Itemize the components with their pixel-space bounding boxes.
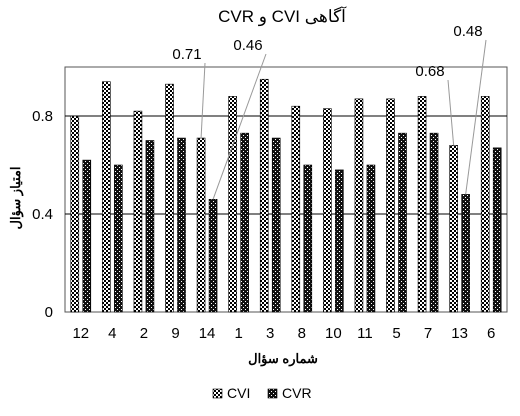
bar-cvr-q3 xyxy=(271,137,281,313)
x-tick-label: 8 xyxy=(298,325,306,342)
legend: CVI CVR xyxy=(212,385,312,401)
annotation-leader-line xyxy=(212,53,267,200)
annotation-label: 0.71 xyxy=(172,46,201,63)
bar-cvr-q1 xyxy=(240,132,249,313)
annotations-layer: 0.71 0.46 0.68 0.48 xyxy=(172,23,487,200)
x-tick-label: 7 xyxy=(424,325,432,342)
bar-cvi-q4 xyxy=(102,81,111,313)
x-tick-label: 5 xyxy=(392,325,400,342)
bar-cvr-q14 xyxy=(208,199,218,313)
annotation-leader-line xyxy=(465,39,487,195)
bar-cvi-q13 xyxy=(449,145,458,313)
annotation-label: 0.68 xyxy=(415,63,444,80)
x-tick-label: 3 xyxy=(266,325,274,342)
bar-cvi-q9 xyxy=(165,83,174,313)
bar-cvi-q7 xyxy=(417,96,427,313)
x-tick-label: 4 xyxy=(108,325,116,342)
axes-layer: 00.40.812 4 2 9 14 1 3 8 10 11 5 7 13 6 xyxy=(32,108,495,342)
bar-cvi-q8 xyxy=(291,105,301,313)
bar-cvi-q1 xyxy=(228,96,237,313)
bar-cvr-q9 xyxy=(177,137,186,313)
legend-label-cvr: CVR xyxy=(282,385,312,401)
bar-cvi-q2 xyxy=(133,110,143,313)
bar-cvr-q4 xyxy=(114,164,123,313)
legend-swatch-cvr xyxy=(267,388,278,399)
plot-frame xyxy=(64,66,508,313)
bar-cvr-q5 xyxy=(398,132,407,313)
x-tick-label: 10 xyxy=(325,325,342,342)
bar-cvr-q8 xyxy=(303,164,313,313)
bar-cvi-q5 xyxy=(386,98,395,313)
bar-cvi-q10 xyxy=(323,108,332,313)
x-tick-label: 6 xyxy=(487,325,495,342)
x-tick-label: 12 xyxy=(72,325,89,342)
x-tick-label: 2 xyxy=(140,325,148,342)
annotation-label: 0.46 xyxy=(233,37,262,54)
bar-cvr-q7 xyxy=(429,132,439,313)
x-tick-label: 1 xyxy=(234,325,242,342)
bar-cvi-q12 xyxy=(70,115,80,313)
bar-cvr-q10 xyxy=(335,169,344,313)
x-axis-title: شماره سؤال xyxy=(248,351,318,367)
bar-cvi-q3 xyxy=(259,78,269,313)
legend-label-cvi: CVI xyxy=(227,385,250,401)
y-tick-label: 0 xyxy=(45,304,53,321)
y-tick-label: 0.4 xyxy=(32,206,53,223)
bar-cvr-q13 xyxy=(461,194,470,313)
bar-cvr-q2 xyxy=(145,140,155,313)
bar-cvi-q14 xyxy=(196,137,206,313)
grid-layer xyxy=(64,66,508,313)
bar-cvi-q11 xyxy=(354,98,364,313)
annotation-leader-line xyxy=(447,79,455,146)
x-tick-label: 14 xyxy=(199,325,216,342)
bar-cvi-q6 xyxy=(480,96,490,313)
x-tick-label: 11 xyxy=(357,325,373,342)
annotation-label: 0.48 xyxy=(453,23,482,40)
y-axis-title: امتیاز سؤال xyxy=(8,167,24,230)
bar-cvr-q11 xyxy=(366,164,376,313)
y-tick-label: 0.8 xyxy=(32,108,53,125)
x-tick-label: 13 xyxy=(451,325,468,342)
x-tick-label: 9 xyxy=(171,325,179,342)
bars-layer xyxy=(70,78,502,313)
annotation-leader-line xyxy=(200,62,206,139)
bar-cvr-q12 xyxy=(82,159,92,313)
legend-swatch-cvi xyxy=(212,388,223,399)
bar-cvr-q6 xyxy=(492,147,502,313)
chart-title: CVR و CVI آگاهی xyxy=(218,5,347,27)
